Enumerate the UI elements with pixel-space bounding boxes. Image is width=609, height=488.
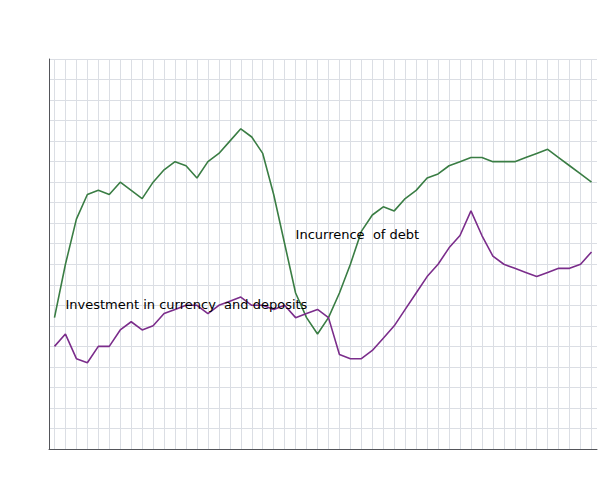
svg-text:Investment in currency and de: Investment in currency and deposits (65, 297, 307, 312)
svg-text:Incurrence of debt: Incurrence of debt (296, 227, 420, 242)
